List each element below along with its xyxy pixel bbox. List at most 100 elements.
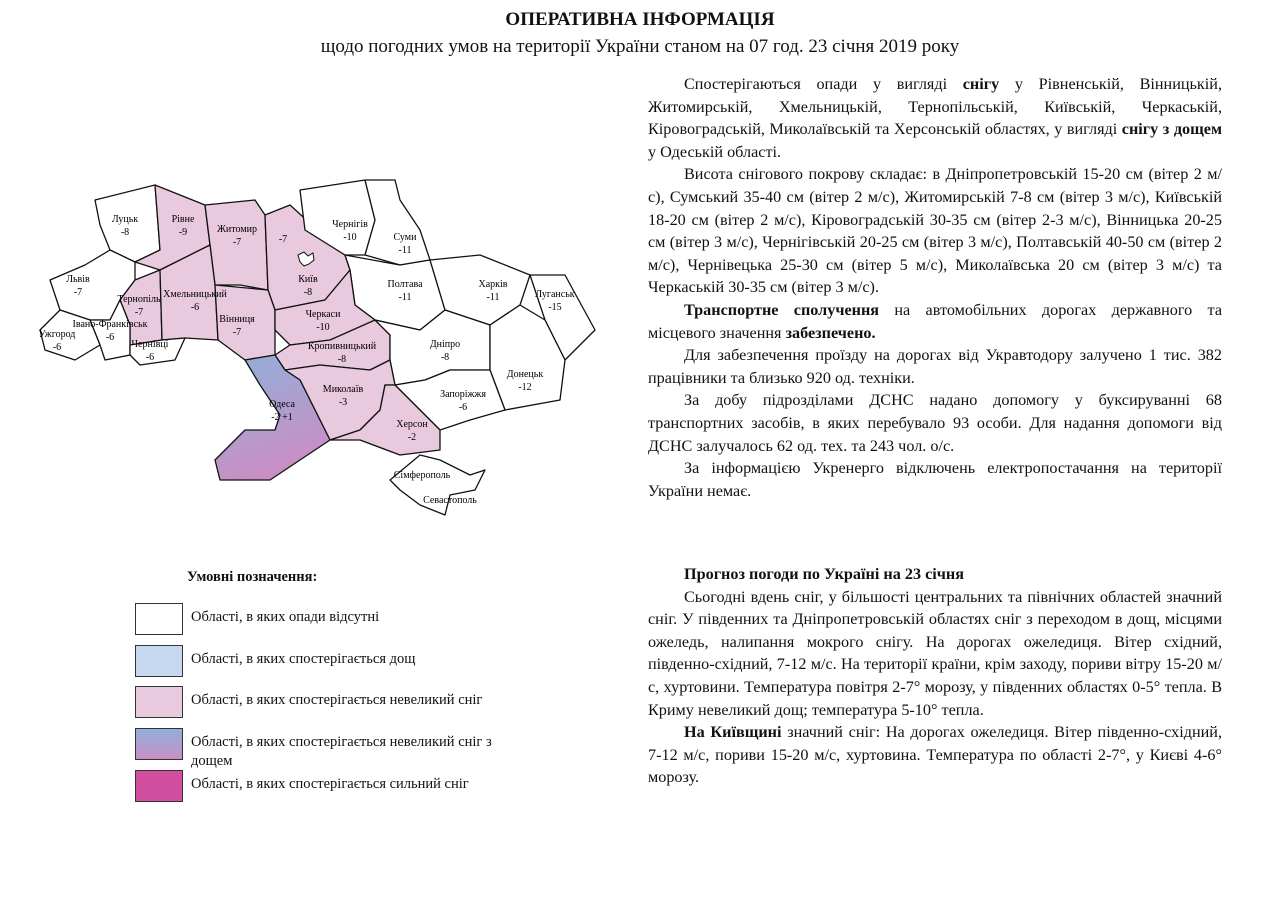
region-temperature-label: -7 — [233, 237, 241, 248]
region-name-label: Чернігів — [332, 219, 368, 230]
region-name-label: Одеса — [269, 399, 295, 410]
region-donetsk — [489, 304, 566, 411]
region-temperature-label: -6 — [459, 402, 467, 413]
legend-item: Області, в яких спостерігається сильний … — [135, 770, 551, 802]
region-chernivtsi — [129, 337, 186, 366]
region-name-label: Луганськ — [535, 289, 574, 300]
region-name-label: Житомир — [217, 224, 257, 235]
region-name-label: Чернівці — [132, 339, 169, 350]
paragraph: Спостерігаються опади у вигляді снігу у … — [648, 73, 1222, 163]
region-temperature-label: -6 — [191, 302, 199, 313]
region-temperature-label: -6 — [106, 332, 114, 343]
document-title: ОПЕРАТИВНА ІНФОРМАЦІЯ — [505, 9, 775, 30]
region-name-label: Сімферополь — [394, 470, 451, 481]
region-temperature-label: -10 — [343, 232, 356, 243]
region-temperature-label: -11 — [399, 292, 412, 303]
region-temperature-label: -6 — [146, 352, 154, 363]
text-run: Спостерігаються опади у вигляді — [684, 75, 963, 93]
region-uzhhorod — [39, 309, 101, 361]
legend-item: Області, в яких спостерігається невелики… — [135, 728, 511, 771]
bold-text: Транспортне сполучення — [684, 300, 880, 319]
operational-report: Спостерігаються опади у вигляді снігу у … — [648, 73, 1222, 502]
text-run: значний сніг: На дорогах ожеледиця. Віте… — [648, 723, 1222, 787]
region-temperature-label: -7 — [279, 234, 287, 245]
paragraph: Транспортне сполучення на автомобільних … — [648, 299, 1222, 344]
region-temperature-label: -8 — [338, 354, 346, 365]
legend-swatch — [135, 770, 183, 802]
region-temperature-label: -6 — [53, 342, 61, 353]
region-name-label: Миколаїв — [323, 384, 364, 395]
region-odesa — [214, 354, 331, 481]
paragraph: За добу підрозділами ДСНС надано допомог… — [648, 389, 1222, 457]
region-name-label: Херсон — [396, 419, 428, 430]
legend-swatch — [135, 603, 183, 635]
text-run: Сьогодні вдень сніг, у більшості централ… — [648, 587, 1222, 719]
region-temperature-label: -7 — [135, 307, 143, 318]
region-temperature-label: -7 — [74, 287, 82, 298]
paragraph: Сьогодні вдень сніг, у більшості централ… — [648, 586, 1222, 722]
legend-label: Області, в яких спостерігається невелики… — [191, 734, 492, 769]
bold-text: снігу з дощем — [1121, 120, 1222, 139]
legend-item: Області, в яких опади відсутні — [135, 603, 551, 635]
region-temperature-label: -8 — [121, 227, 129, 238]
region-name-label: Донецьк — [507, 369, 544, 380]
text-run: на автомобільних дорогах державного та м… — [648, 300, 1223, 342]
region-temperature-label: -7 — [233, 327, 241, 338]
paragraph: За інформацією Укренерго відключень елек… — [648, 457, 1222, 502]
region-temperature-label: -8 — [304, 287, 312, 298]
region-name-label: Рівне — [172, 214, 195, 225]
region-name-label: Луцьк — [112, 214, 138, 225]
region-name-label: Івано-Франківськ — [73, 319, 148, 330]
legend-swatch — [135, 645, 183, 677]
region-sumy — [364, 179, 431, 266]
legend-label: Області, в яких опади відсутні — [191, 609, 380, 625]
region-name-label: Кропивницький — [308, 341, 377, 352]
region-name-label: Львів — [66, 274, 90, 285]
bold-text: На Київщині — [684, 723, 782, 742]
document-subtitle: щодо погодних умов на території України … — [320, 36, 960, 57]
region-name-label: Хмельницький — [163, 289, 227, 300]
paragraph: Для забезпечення проїзду на дорогах від … — [648, 344, 1222, 389]
text-run: у Рівненській, Вінницькій, Житомирській,… — [648, 75, 1222, 139]
region-name-label: Суми — [394, 232, 418, 243]
region-name-label: Ужгород — [39, 329, 76, 340]
region-temperature-label: -2 +1 — [271, 412, 292, 423]
region-name-label: Харків — [478, 279, 507, 290]
region-temperature-label: -3 — [339, 397, 347, 408]
text-run: Висота снігового покрову складає: в Дніп… — [648, 165, 1222, 297]
region-temperature-label: -12 — [518, 382, 531, 393]
legend-item: Області, в яких спостерігається дощ — [135, 645, 551, 677]
legend-label: Області, в яких спостерігається дощ — [191, 651, 416, 667]
region-name-label: Вінниця — [219, 314, 255, 325]
region-name-label: Полтава — [387, 279, 423, 290]
legend-swatch — [135, 686, 183, 718]
region-temperature-label: -10 — [316, 322, 329, 333]
text-run: За інформацією Укренерго відключень елек… — [648, 459, 1222, 500]
region-name-label: Запоріжжя — [440, 389, 486, 400]
legend-item: Області, в яких спостерігається невелики… — [135, 686, 551, 718]
ukraine-weather-map: Луцьк -8 Рівне -9 Житомир -7 -7 Київ -8 Чернігів -… — [39, 179, 596, 516]
region-temperature-label: -11 — [399, 245, 412, 256]
region-temperature-label: -9 — [179, 227, 187, 238]
legend-swatch — [135, 728, 183, 760]
region-name-label: Севастополь — [423, 495, 477, 506]
region-kherson — [329, 384, 441, 456]
paragraph: Висота снігового покрову складає: в Дніп… — [648, 163, 1222, 299]
paragraph: На Київщині значний сніг: На дорогах оже… — [648, 721, 1222, 789]
region-simferopol — [389, 454, 486, 516]
region-temperature-label: -2 — [408, 432, 416, 443]
bold-text: снігу — [962, 75, 1000, 93]
region-temperature-label: -15 — [548, 302, 561, 313]
region-name-label: Дніпро — [430, 339, 460, 350]
region-kyiv-city — [297, 251, 315, 267]
text-run: За добу підрозділами ДСНС надано допомог… — [648, 391, 1222, 455]
region-temperature-label: -8 — [441, 352, 449, 363]
forecast-section: Прогноз погоди по Україні на 23 січня Сь… — [648, 563, 1222, 789]
forecast-heading: Прогноз погоди по Україні на 23 січня — [684, 565, 964, 583]
region-name-label: Київ — [298, 274, 318, 285]
region-name-label: Тернопіль — [117, 294, 161, 305]
text-run: у Одеській області. — [648, 142, 782, 161]
region-name-label: Черкаси — [306, 309, 342, 320]
legend-label: Області, в яких спостерігається невелики… — [191, 692, 483, 708]
